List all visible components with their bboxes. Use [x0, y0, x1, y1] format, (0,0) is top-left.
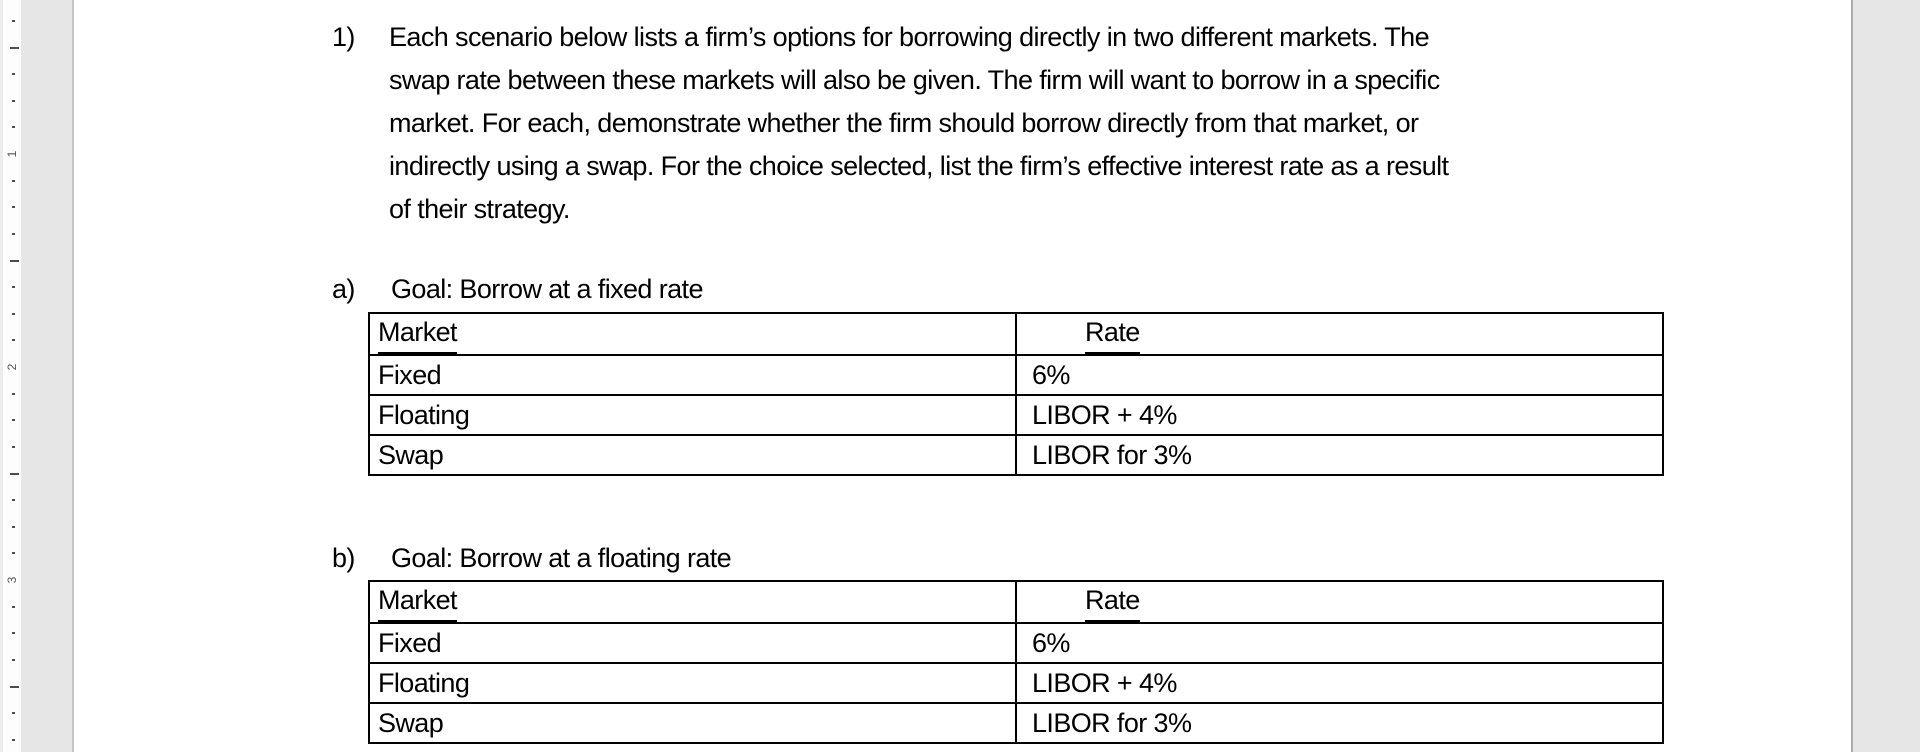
- paragraph-line: market. For each, demonstrate whether th…: [389, 108, 1419, 138]
- market-cell[interactable]: Floating: [368, 394, 1017, 436]
- ruler-tick-dot: [12, 179, 15, 182]
- table-row: Swap LIBOR for 3%: [368, 702, 1664, 744]
- paragraph-line: Each scenario below lists a firm’s optio…: [389, 22, 1430, 52]
- ruler-tick-dot: [12, 605, 15, 608]
- table-row: Floating LIBOR + 4%: [368, 394, 1664, 436]
- rate-cell[interactable]: LIBOR + 4%: [1015, 662, 1664, 704]
- ruler-tick-dot: [12, 126, 15, 129]
- ruler-tick-dot: [12, 312, 15, 315]
- ruler-tick-dot: [12, 738, 15, 741]
- rates-table-b: Market Rate Fixed 6% Floating LIBOR + 4% Swap L…: [368, 580, 1664, 744]
- rates-table-a: Market Rate Fixed 6% Floating LIBOR + 4% Swap L…: [368, 312, 1664, 476]
- column-header-label: Market: [378, 583, 458, 621]
- ruler-tick-dot: [12, 73, 15, 76]
- ruler-tick-dash: [10, 259, 19, 262]
- table-row: Swap LIBOR for 3%: [368, 434, 1664, 476]
- paragraph-line: of their strategy.: [389, 194, 570, 224]
- table-row: Fixed 6%: [368, 354, 1664, 396]
- market-header-cell[interactable]: Market: [368, 312, 1017, 356]
- ruler-tick-dot: [12, 552, 15, 555]
- rate-header-cell[interactable]: Rate: [1015, 312, 1664, 356]
- column-header-label: Market: [378, 315, 458, 353]
- rate-cell[interactable]: 6%: [1015, 354, 1664, 396]
- ruler-tick-dash: [10, 472, 19, 475]
- column-header-label: Rate: [1085, 583, 1140, 621]
- question-paragraph: Each scenario below lists a firm’s optio…: [389, 16, 1449, 231]
- rate-header-cell[interactable]: Rate: [1015, 580, 1664, 624]
- ruler-tick-dot: [12, 99, 15, 102]
- table-header-row: Market Rate: [368, 580, 1664, 624]
- table-header-row: Market Rate: [368, 312, 1664, 356]
- section-a-marker: a): [332, 274, 355, 304]
- section-a-heading: Goal: Borrow at a fixed rate: [391, 274, 703, 304]
- ruler-tick-dot: [12, 232, 15, 235]
- ruler-tick-dot: [12, 525, 15, 528]
- ruler-tick-dot: [12, 712, 15, 715]
- ruler-tick-dot: [12, 286, 15, 289]
- rate-cell[interactable]: LIBOR for 3%: [1015, 702, 1664, 744]
- section-b-heading: Goal: Borrow at a floating rate: [391, 543, 732, 573]
- ruler-tick-dot: [12, 392, 15, 395]
- rate-cell[interactable]: 6%: [1015, 622, 1664, 664]
- market-cell[interactable]: Fixed: [368, 622, 1017, 664]
- ruler-tick-dot: [12, 19, 15, 22]
- window-edge: [0, 0, 3, 752]
- ruler-tick-dot: [12, 658, 15, 661]
- ruler-tick-dot: [12, 339, 15, 342]
- ruler-tick-dot: [12, 445, 15, 448]
- rate-cell[interactable]: LIBOR + 4%: [1015, 394, 1664, 436]
- table-row: Floating LIBOR + 4%: [368, 662, 1664, 704]
- market-cell[interactable]: Fixed: [368, 354, 1017, 396]
- ruler-tick-dot: [12, 632, 15, 635]
- paragraph-line: indirectly using a swap. For the choice …: [389, 151, 1449, 181]
- table-row: Fixed 6%: [368, 622, 1664, 664]
- ruler-tick-dot: [12, 419, 15, 422]
- ruler-tick-dot: [12, 206, 15, 209]
- question-list-marker: 1): [332, 22, 355, 52]
- ruler-tick-dash: [10, 46, 19, 49]
- column-header-label: Rate: [1085, 315, 1140, 353]
- ruler-tick-dash: [10, 685, 19, 688]
- rate-cell[interactable]: LIBOR for 3%: [1015, 434, 1664, 476]
- paragraph-line: swap rate between these markets will als…: [389, 65, 1440, 95]
- market-cell[interactable]: Swap: [368, 434, 1017, 476]
- market-cell[interactable]: Floating: [368, 662, 1017, 704]
- market-header-cell[interactable]: Market: [368, 580, 1017, 624]
- ruler-tick-dot: [12, 499, 15, 502]
- section-b-marker: b): [332, 543, 355, 573]
- market-cell[interactable]: Swap: [368, 702, 1017, 744]
